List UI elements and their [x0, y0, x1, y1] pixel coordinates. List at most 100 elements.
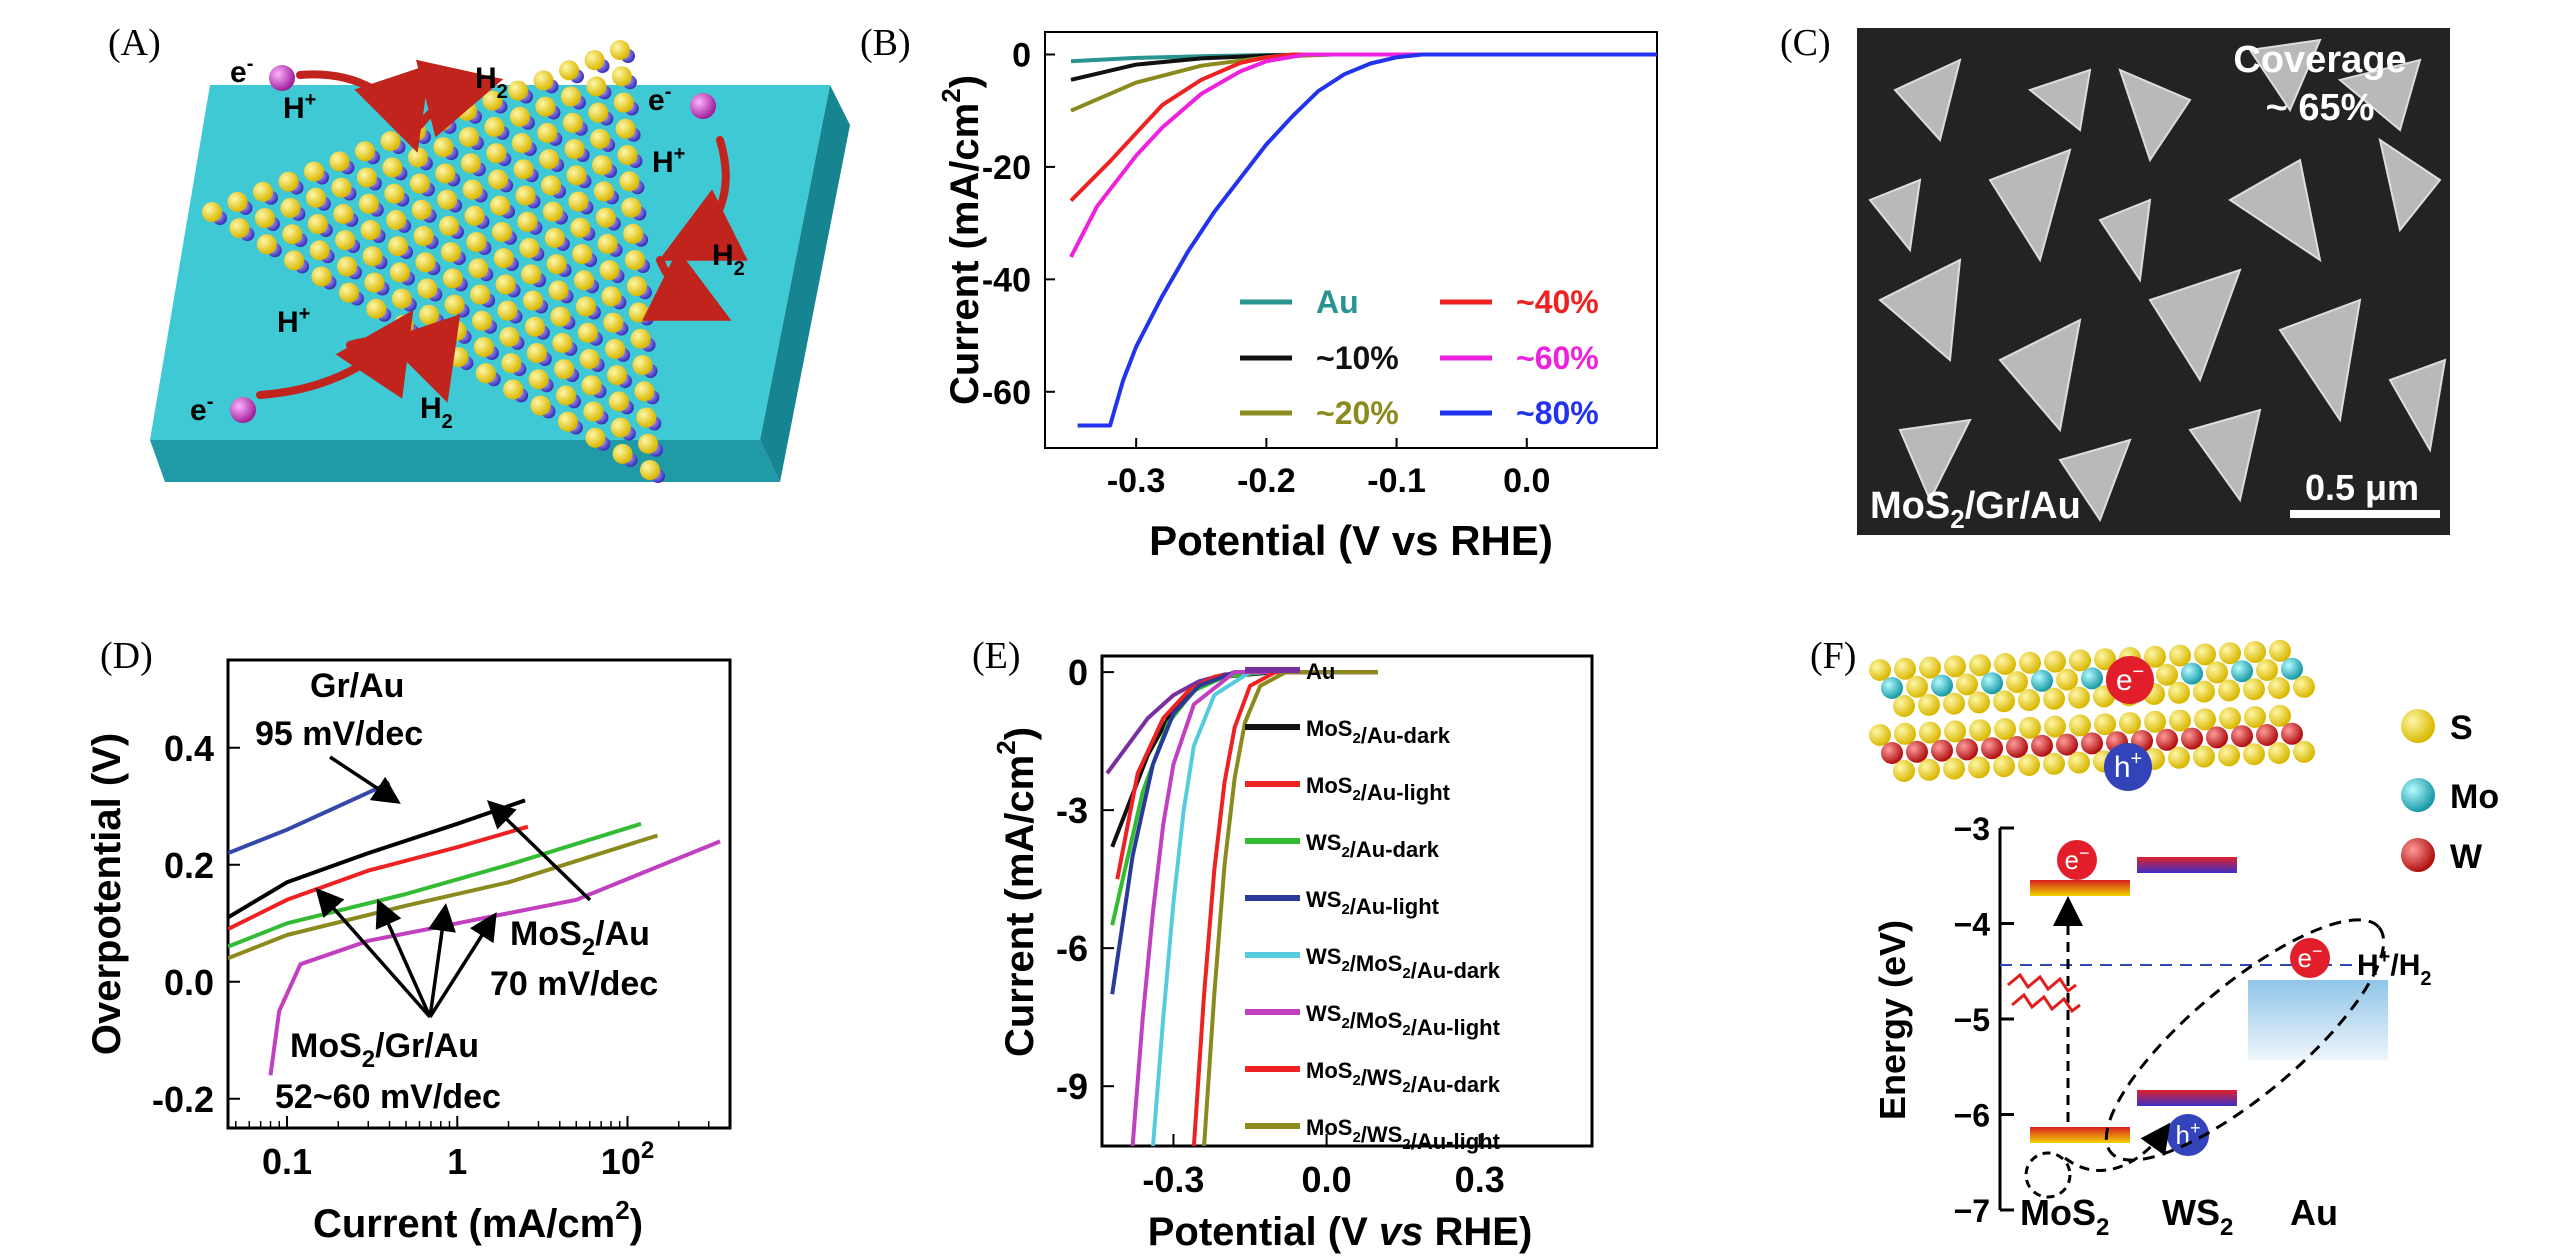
panel-d-chart: 0.1 1 102 0.4 0.2 0.0 -0.2 Gr/Au 95 mV/dec MoS… [85, 658, 732, 1246]
sulfur-atom [333, 203, 354, 224]
series-line [228, 833, 659, 961]
sulfur-atom [364, 272, 385, 293]
x-tick-label: 1 [447, 1141, 467, 1182]
sulfur-atom [2243, 743, 2265, 766]
sulfur-atom [548, 280, 569, 301]
sulfur-atom [2193, 680, 2215, 703]
panel-label-d: (D) [100, 635, 153, 677]
sulfur-atom [2219, 642, 2241, 665]
sulfur-atom [444, 294, 465, 315]
sulfur-atom [588, 102, 609, 123]
sulfur-atom [413, 226, 434, 246]
proton-label: H+ [283, 89, 316, 125]
legend-label: MoS2/Au-light [1306, 773, 1451, 805]
sulfur-atom [1994, 653, 2016, 675]
hydrogen-label: H2 [420, 392, 453, 433]
mos2-flake [2148, 268, 2242, 383]
sulfur-atom [2269, 704, 2291, 727]
sulfur-atom [2018, 754, 2040, 776]
legend-text: WS [1306, 887, 1341, 912]
mos2-conduction-band [2030, 880, 2130, 896]
mo-atom [1981, 672, 2003, 695]
sulfur-atom [517, 211, 538, 232]
sulfur-atom [579, 349, 600, 369]
sulfur-atom [2094, 648, 2116, 671]
mos2-flake [2118, 68, 2192, 163]
sample-label: MoS2/Gr/Au [1870, 485, 2081, 534]
y-tick-label: 0.4 [164, 728, 214, 769]
sulfur-atom [1956, 673, 1978, 696]
electron-label: e- [230, 53, 253, 89]
legend-subscript: 2 [1402, 1022, 1410, 1039]
panel-b-chart: -0.3 -0.2 -0.1 0.0 0 -20 -40 -60 Au ~10% ~20% ~40%… [936, 31, 1658, 564]
sulfur-atom [1893, 695, 1915, 717]
sulfur-atom [632, 355, 653, 375]
sulfur-atom [439, 215, 459, 236]
charge-separation-loop [2104, 918, 2386, 1162]
y-tick-label: -3 [1056, 790, 1088, 831]
legend-label: ~60% [1516, 340, 1599, 376]
mos2-flake [2388, 358, 2447, 453]
sulfur-atom [499, 326, 520, 347]
sulfur-atom [253, 181, 273, 202]
series-line [228, 821, 642, 949]
sulfur-atom [388, 236, 408, 257]
panel-label-e: (E) [972, 635, 1021, 677]
sulfur-atom [475, 363, 496, 384]
sulfur-atom [495, 274, 516, 295]
panel-d-series [228, 781, 721, 1076]
series-line [268, 839, 721, 1076]
sulfur-atom [305, 187, 326, 208]
sulfur-atom [484, 116, 505, 137]
mo-atom [1881, 677, 1903, 699]
sulfur-atom [470, 284, 491, 305]
sulfur-atom [335, 230, 356, 251]
legend-mo-sphere [2401, 778, 2435, 812]
mo-atom [2231, 660, 2253, 683]
sulfur-atom [311, 266, 332, 287]
series-line [1191, 670, 1378, 1146]
panel-b-series [1069, 52, 1657, 428]
annotation-mos2-gr-au-slope: 52~60 mV/dec [275, 1078, 501, 1116]
sulfur-atom [2069, 714, 2091, 737]
sulfur-atom [1994, 718, 2016, 740]
sulfur-atom [2169, 644, 2191, 667]
sulfur-atom [528, 369, 549, 390]
legend-text: MoS [1306, 1058, 1352, 1083]
w-atom [2156, 728, 2178, 751]
sulfur-atom [2056, 668, 2078, 691]
sulfur-atom [331, 177, 352, 198]
sulfur-atom [2194, 643, 2216, 666]
w-atom [2281, 722, 2303, 745]
atom-legend: S Mo W [2401, 709, 2499, 876]
sulfur-atom [309, 240, 330, 261]
legend-label: WS2/MoS2/Au-dark [1306, 944, 1501, 983]
sulfur-atom [458, 127, 479, 147]
legend-subscript: 2 [1352, 787, 1360, 804]
mos2-flake [2278, 298, 2362, 423]
sulfur-atom [433, 137, 454, 158]
sulfur-atom [468, 258, 489, 279]
mos2-flake [1893, 58, 1962, 143]
sulfur-atom [615, 118, 636, 139]
hole-origin-circle [2024, 1151, 2072, 1199]
sulfur-atom [442, 268, 463, 289]
sulfur-atom [564, 139, 585, 159]
substrate-side [150, 440, 780, 482]
legend-w-sphere [2401, 838, 2435, 872]
sulfur-atom [409, 173, 430, 194]
legend-text: /Au-dark [1350, 837, 1440, 862]
legend-text: /Au-dark [1411, 1072, 1501, 1097]
sulfur-atom [2168, 681, 2190, 704]
sulfur-atom [593, 181, 614, 202]
sulfur-atom [464, 205, 485, 226]
mos2-flake [1878, 258, 1962, 363]
sulfur-atom [2206, 661, 2228, 684]
sulfur-atom [389, 262, 410, 283]
legend-subscript: 2 [1352, 730, 1360, 747]
sulfur-atom [2018, 689, 2040, 711]
sulfur-atom [2269, 639, 2291, 662]
sulfur-atom [542, 201, 563, 222]
sulfur-atom [446, 320, 467, 341]
sulfur-atom [626, 276, 647, 297]
